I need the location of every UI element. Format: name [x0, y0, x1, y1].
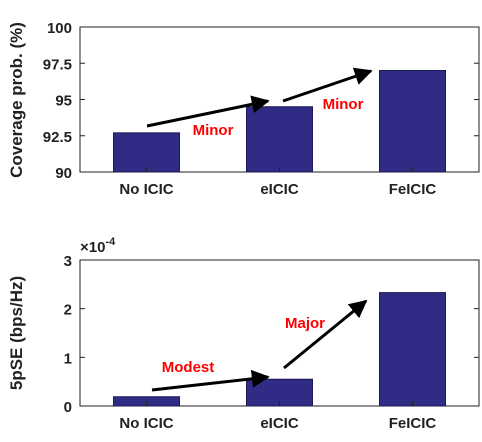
annotation-label: Minor — [323, 96, 364, 113]
y-tick-label: 92.5 — [43, 129, 72, 146]
y-tick-label: 97.5 — [43, 56, 72, 73]
scale-exponent: -4 — [105, 236, 116, 248]
y-axis-label: Coverage prob. (%) — [7, 22, 26, 178]
bar-no-icic — [113, 132, 180, 173]
bar-eicic — [246, 106, 313, 173]
y-tick-label: 95 — [55, 93, 72, 110]
x-tick-label: FeICIC — [389, 181, 437, 198]
y-tick-label: 0 — [64, 399, 72, 416]
trend-arrow — [146, 95, 270, 128]
coverage-chart: 90 92.5 95 97.5 100 No ICIC eICIC FeICIC Minor… — [7, 20, 480, 198]
trend-arrow — [151, 369, 270, 392]
y-tick-label: 3 — [64, 253, 72, 270]
annotation-label: Minor — [193, 122, 234, 139]
scale-multiplier: ×10-4 — [80, 236, 116, 256]
bar-feicic — [379, 70, 446, 173]
y-tick-label: 1 — [64, 350, 72, 367]
x-tick-label: eICIC — [260, 415, 299, 432]
x-tick-label: No ICIC — [119, 181, 173, 198]
x-tick-label: eICIC — [260, 181, 299, 198]
trend-arrow — [283, 299, 368, 370]
x-tick-label: FeICIC — [389, 415, 437, 432]
y-tick-label: 2 — [64, 302, 72, 319]
annotation-label: Modest — [162, 359, 215, 376]
y-tick-label: 100 — [47, 20, 72, 37]
5pse-chart: 0 1 2 3 No ICIC eICIC FeICIC Modest Major ×10-… — [7, 236, 480, 432]
x-tick-label: No ICIC — [119, 415, 173, 432]
trend-arrow — [282, 67, 373, 103]
scale-base: ×10 — [80, 239, 105, 256]
annotation-label: Major — [285, 315, 325, 332]
y-axis-label: 5pSE (bps/Hz) — [7, 276, 26, 390]
y-tick-label: 90 — [55, 165, 72, 182]
bar-feicic — [379, 292, 446, 407]
